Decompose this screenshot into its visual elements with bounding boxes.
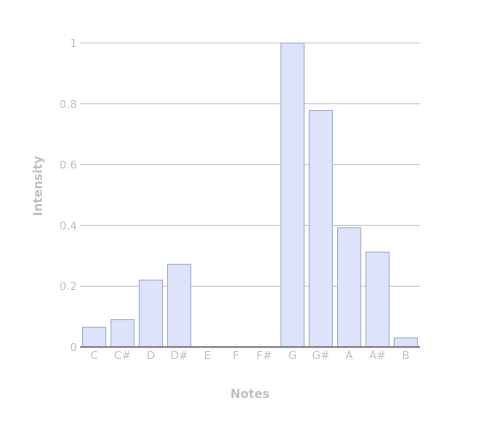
x-tick-label: A# xyxy=(369,349,386,362)
bar-a xyxy=(337,227,362,348)
y-tick-label: 0.8 xyxy=(60,98,78,111)
bar-g-sharp xyxy=(308,109,333,348)
x-tick-label: G# xyxy=(312,349,330,362)
y-tick-label: 0.6 xyxy=(60,159,78,172)
y-tick-label: 0.4 xyxy=(60,219,78,232)
x-tick-label: F# xyxy=(256,349,272,362)
x-tick-label: B xyxy=(402,349,410,362)
x-tick-label: D# xyxy=(170,349,188,362)
bar-c xyxy=(82,326,107,348)
y-tick-label: 0.2 xyxy=(60,280,78,293)
bar-g xyxy=(280,42,305,348)
bar-b xyxy=(393,337,418,348)
bars xyxy=(82,42,418,348)
bar-d-sharp xyxy=(167,263,192,348)
bar-d xyxy=(138,279,163,348)
y-tick-label: 1 xyxy=(70,37,77,50)
x-tick-label: E xyxy=(204,349,211,362)
x-axis-title: Notes xyxy=(230,387,269,401)
x-tick-label: A xyxy=(345,349,353,362)
x-tick-label: G xyxy=(288,349,297,362)
y-tick-labels: 0 0.2 0.4 0.6 0.8 1 xyxy=(60,37,78,354)
gridlines xyxy=(80,42,420,287)
y-tick-label: 0 xyxy=(70,341,77,354)
x-tick-label: C xyxy=(90,349,98,362)
x-tick-label: D xyxy=(147,349,155,362)
x-tick-label: C# xyxy=(114,349,131,362)
bar-a-sharp xyxy=(365,251,390,348)
x-tick-label: F xyxy=(233,349,239,362)
x-tick-labels: C C# D D# E F F# G G# A A# B xyxy=(90,349,409,362)
y-axis-title: Intensity xyxy=(31,156,45,216)
bar-c-sharp xyxy=(110,319,135,348)
